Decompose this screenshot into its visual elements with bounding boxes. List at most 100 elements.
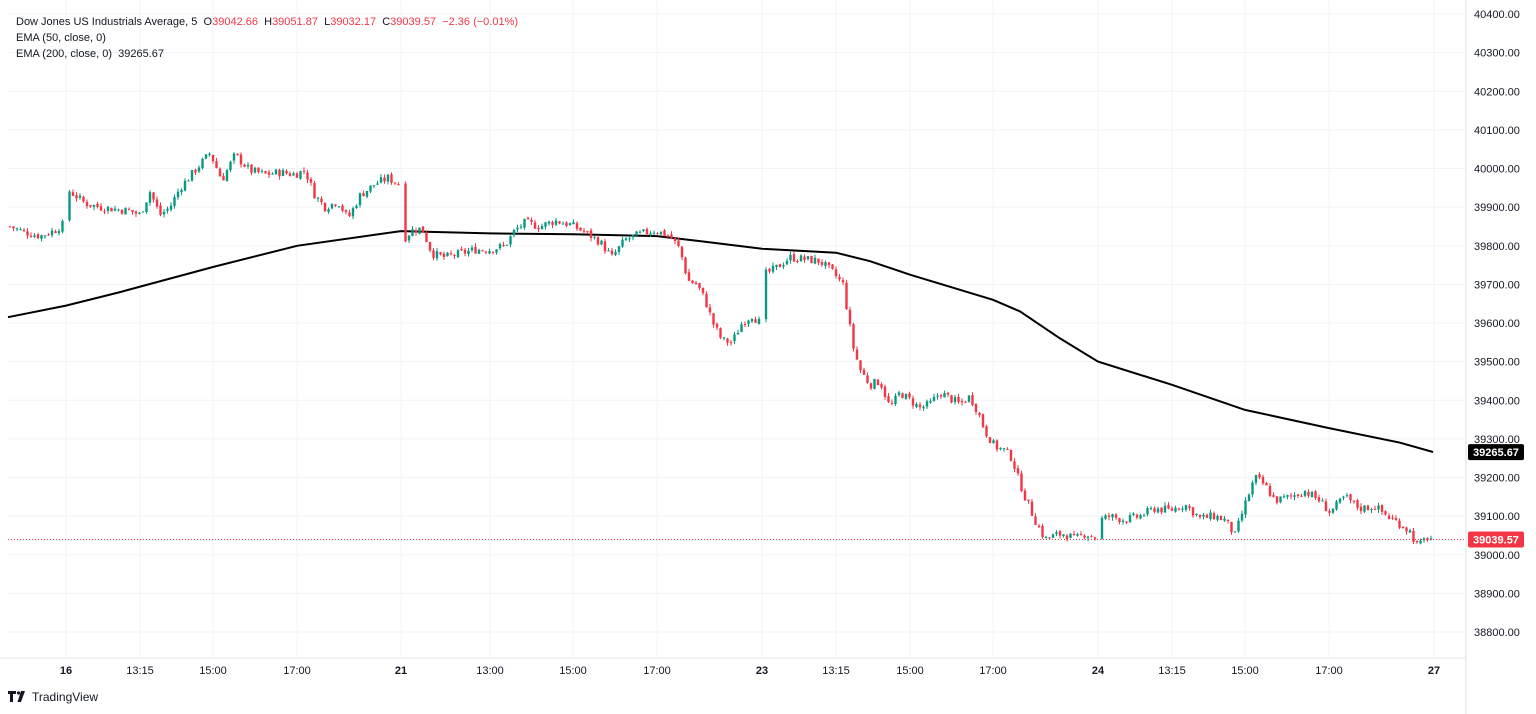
candle-body [575, 223, 579, 229]
candle-body [201, 158, 204, 169]
candle-body [960, 400, 964, 403]
candle-body [442, 253, 446, 257]
candle-body [971, 395, 974, 405]
candle-body [733, 334, 736, 342]
brand-name: TradingView [32, 690, 99, 704]
price-tick-label: 40400.00 [1474, 9, 1520, 21]
candle-body [1268, 486, 1272, 496]
candle-body [502, 245, 505, 246]
candle-body [50, 230, 54, 236]
ema200-row[interactable]: EMA (200, close, 0) 39265.67 [16, 46, 518, 62]
candle-body [932, 396, 936, 401]
candle-body [103, 211, 106, 213]
candle-body [523, 218, 526, 228]
candle-body [572, 222, 575, 225]
candle-body [141, 211, 145, 213]
candle-body [1009, 449, 1013, 461]
candle-body [341, 205, 344, 211]
tradingview-logo[interactable]: TradingView [8, 690, 98, 704]
candle-body [491, 251, 495, 253]
candle-body [764, 269, 768, 320]
candle-body [365, 191, 369, 197]
candle-body [1174, 507, 1177, 512]
candle-body [1307, 492, 1310, 496]
candle-body [36, 234, 40, 239]
candle-body [1405, 527, 1408, 532]
candle-body [488, 251, 491, 254]
candle-body [390, 174, 393, 183]
candle-body [369, 185, 372, 192]
candle-body [383, 177, 386, 182]
candle-body [15, 228, 19, 230]
time-axis[interactable]: 16 13:15 15:00 17:00 21 13:00 15:00 17:00 23 13:1… [0, 657, 1466, 677]
candle-body [1069, 533, 1072, 538]
candle-body [222, 175, 225, 181]
candle-body [782, 265, 785, 267]
candle-body [1093, 537, 1097, 539]
candle-body [376, 183, 379, 185]
candle-body [320, 198, 323, 203]
candle-body [89, 205, 92, 207]
high-label: H [264, 16, 273, 28]
candle-body [897, 392, 901, 396]
candle-body [918, 404, 922, 408]
candle-body [1216, 515, 1219, 520]
candle-body [218, 168, 222, 177]
candle-body [708, 307, 712, 313]
candle-body [610, 250, 614, 255]
candle-body [631, 234, 635, 238]
candle-body [1191, 507, 1195, 516]
candle-body [68, 191, 71, 221]
candle-body [106, 206, 110, 211]
ema-price-marker [1468, 444, 1524, 461]
candle-body [1163, 505, 1167, 513]
candlestick-series [8, 152, 1433, 545]
candle-body [985, 426, 988, 437]
candle-body [929, 401, 932, 403]
candle-body [348, 212, 351, 217]
candle-body [309, 179, 313, 183]
candle-body [845, 282, 848, 310]
candle-body [509, 236, 512, 245]
candle-body [1125, 521, 1128, 523]
candle-body [1083, 535, 1086, 538]
candle-body [78, 195, 82, 198]
candle-body [197, 167, 201, 172]
time-tick-label: 15:00 [199, 665, 227, 677]
price-axis[interactable]: 40400.00 40300.00 40200.00 40100.00 40000.00… [1465, 0, 1520, 714]
candle-body [1107, 515, 1111, 517]
price-tick-label: 39400.00 [1474, 395, 1520, 407]
candle-body [236, 153, 239, 155]
candle-body [1363, 505, 1366, 512]
candle-body [691, 280, 694, 284]
candle-body [848, 309, 852, 325]
price-tick-label: 39300.00 [1474, 434, 1520, 446]
candle-body [446, 252, 449, 257]
candle-body [1090, 536, 1093, 538]
symbol-title: Dow Jones US Industrials Average, 5 [16, 16, 198, 28]
candle-body [1384, 511, 1387, 515]
candle-body [397, 184, 400, 186]
last-price-marker-label: 39039.57 [1473, 534, 1519, 546]
candle-body [684, 257, 687, 274]
ohlc-row: Dow Jones US Industrials Average, 5 O390… [16, 14, 518, 30]
candle-body [754, 319, 757, 323]
candle-body [435, 251, 439, 259]
candle-body [680, 246, 684, 258]
close-label: C [382, 16, 391, 28]
candle-body [537, 227, 540, 230]
price-tick-label: 39900.00 [1474, 202, 1520, 214]
candle-body [29, 235, 33, 237]
candle-body [995, 440, 999, 450]
candle-body [1331, 508, 1335, 513]
candle-body [215, 161, 218, 168]
candle-body [586, 231, 589, 233]
candle-body [162, 211, 166, 215]
candle-body [603, 241, 607, 252]
candle-body [1195, 514, 1198, 515]
candle-body [180, 189, 183, 192]
ema50-row[interactable]: EMA (50, close, 0) [16, 30, 518, 46]
candle-body [460, 249, 463, 251]
candle-body [470, 247, 474, 251]
